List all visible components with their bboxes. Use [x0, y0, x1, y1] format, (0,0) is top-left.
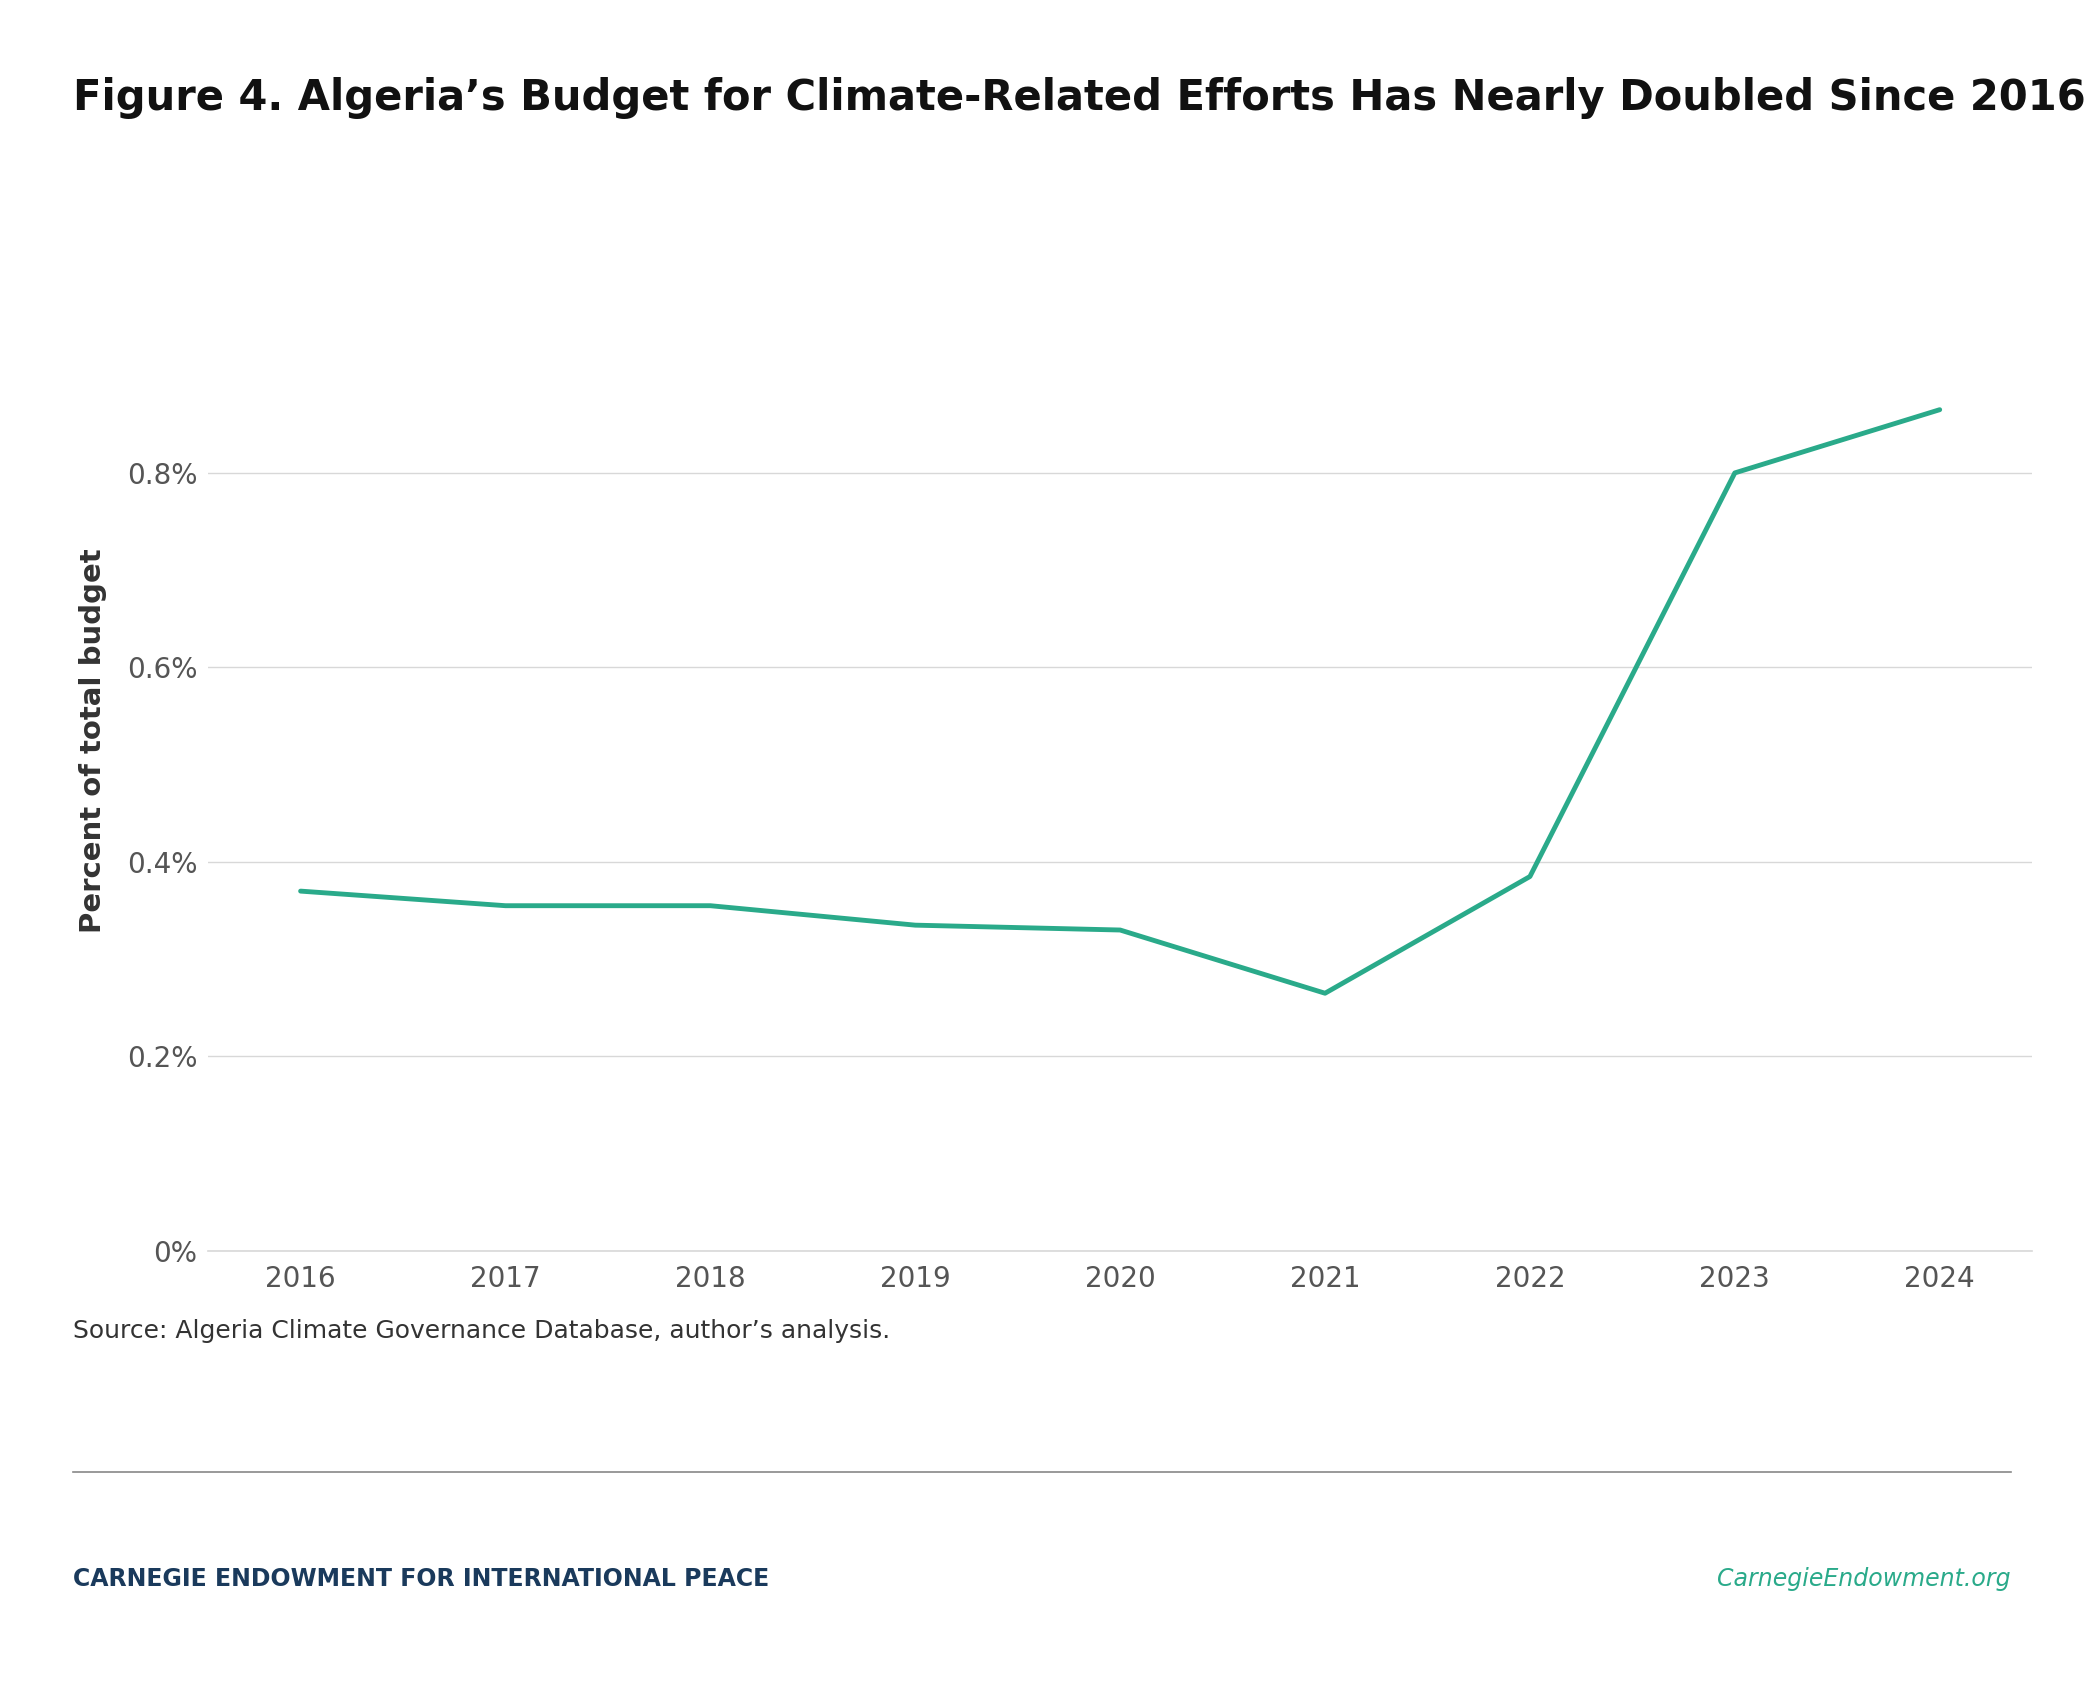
Text: Source: Algeria Climate Governance Database, author’s analysis.: Source: Algeria Climate Governance Datab…: [73, 1319, 890, 1343]
Text: CARNEGIE ENDOWMENT FOR INTERNATIONAL PEACE: CARNEGIE ENDOWMENT FOR INTERNATIONAL PEA…: [73, 1568, 769, 1591]
Text: Figure 4. Algeria’s Budget for Climate-Related Efforts Has Nearly Doubled Since : Figure 4. Algeria’s Budget for Climate-R…: [73, 77, 2084, 119]
Text: CarnegieEndowment.org: CarnegieEndowment.org: [1717, 1568, 2011, 1591]
Y-axis label: Percent of total budget: Percent of total budget: [79, 548, 108, 933]
